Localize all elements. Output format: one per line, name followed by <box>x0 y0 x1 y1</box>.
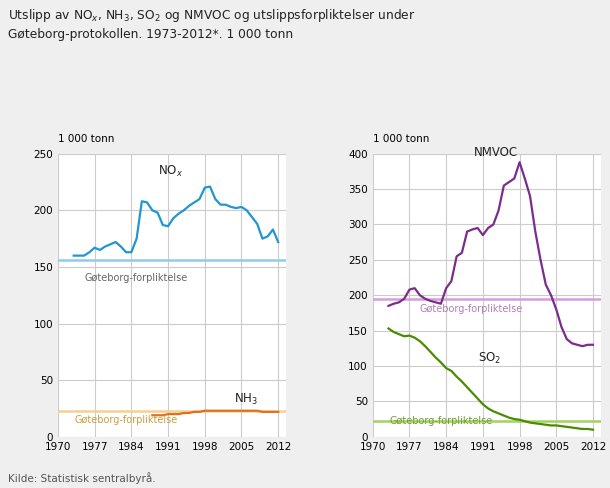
Text: 1 000 tonn: 1 000 tonn <box>373 134 429 144</box>
Text: Kilde: Statistisk sentralbyrå.: Kilde: Statistisk sentralbyrå. <box>8 472 156 484</box>
Text: NO$_x$: NO$_x$ <box>158 163 183 179</box>
Text: NMVOC: NMVOC <box>474 146 518 159</box>
Text: SO$_2$: SO$_2$ <box>478 351 501 366</box>
Text: Gøteborg-forpliktelse: Gøteborg-forpliktelse <box>84 273 187 283</box>
Text: NH$_3$: NH$_3$ <box>234 392 257 407</box>
Text: Gøteborg-forpliktelse: Gøteborg-forpliktelse <box>75 415 178 425</box>
Text: Utslipp av NO$_x$, NH$_3$, SO$_2$ og NMVOC og utslippsforpliktelser under
Gøtebo: Utslipp av NO$_x$, NH$_3$, SO$_2$ og NMV… <box>8 7 415 41</box>
Text: Gøteborg-forpliktelse: Gøteborg-forpliktelse <box>390 416 493 427</box>
Text: Gøteborg-forpliktelse: Gøteborg-forpliktelse <box>420 304 523 314</box>
Text: 1 000 tonn: 1 000 tonn <box>58 134 114 144</box>
